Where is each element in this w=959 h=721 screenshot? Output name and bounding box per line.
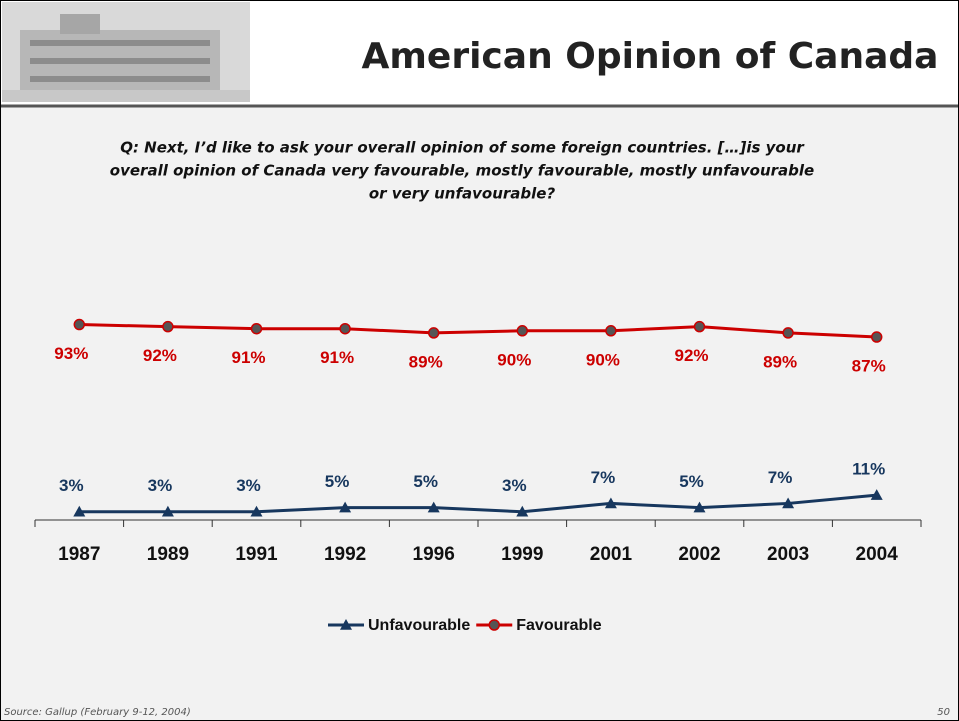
data-label: 3% (236, 476, 261, 495)
point (605, 325, 617, 337)
data-label: 5% (325, 472, 350, 491)
data-label: 91% (320, 348, 354, 367)
x-tick-label: 1987 (58, 544, 100, 565)
point (339, 501, 352, 513)
point (161, 505, 174, 517)
x-tick-label: 2004 (856, 544, 899, 565)
x-tick-label: 2003 (767, 544, 809, 565)
point (339, 322, 351, 335)
slide-title: American Opinion of Canada (362, 36, 939, 77)
data-label: 5% (679, 472, 704, 491)
point (870, 489, 883, 500)
point (427, 501, 440, 513)
legend-label: Unfavourable (368, 617, 470, 634)
data-label: 87% (852, 357, 886, 376)
point (73, 505, 86, 517)
data-label: 7% (768, 468, 793, 487)
point (516, 505, 529, 517)
data-label: 11% (852, 460, 885, 479)
data-label: 92% (674, 346, 708, 365)
point (340, 619, 352, 630)
x-tick-label: 2002 (678, 544, 720, 565)
question-line: or very unfavourable? (369, 185, 556, 203)
point (73, 318, 86, 331)
data-label: 91% (231, 348, 265, 367)
data-label: 90% (497, 350, 531, 369)
data-label: 90% (586, 350, 620, 369)
data-label: 3% (59, 476, 84, 495)
point (693, 320, 706, 333)
point (427, 327, 440, 339)
point (516, 325, 529, 337)
question-line: overall opinion of Canada very favourabl… (110, 162, 814, 180)
question-line: Q: Next, I’d like to ask your overall op… (120, 139, 805, 157)
point (870, 331, 883, 343)
page-number: 50 (937, 707, 950, 718)
source: Source: Gallup (February 9-12, 2004) (4, 707, 191, 718)
data-label: 7% (591, 468, 616, 487)
x-tick-label: 2001 (590, 544, 633, 565)
data-label: 5% (413, 472, 438, 491)
data-label: 89% (763, 352, 797, 371)
x-tick-label: 1996 (413, 544, 455, 565)
x-tick-label: 1991 (235, 544, 278, 565)
data-label: 93% (54, 344, 88, 363)
point (162, 320, 174, 333)
series-line (79, 323, 877, 339)
point (250, 505, 263, 517)
series-line (79, 493, 877, 514)
data-label: 3% (148, 476, 173, 495)
point (782, 327, 794, 339)
header-image (2, 2, 250, 102)
point (693, 501, 706, 513)
x-tick-label: 1989 (147, 544, 189, 565)
data-label: 89% (409, 352, 443, 371)
point (604, 497, 617, 509)
data-label: 3% (502, 476, 527, 495)
data-label: 92% (143, 346, 177, 365)
point (488, 619, 500, 631)
x-tick-label: 1999 (501, 544, 543, 565)
point (250, 322, 263, 335)
x-tick-label: 1992 (324, 544, 366, 565)
legend-label: Favourable (516, 617, 601, 634)
point (782, 497, 795, 509)
